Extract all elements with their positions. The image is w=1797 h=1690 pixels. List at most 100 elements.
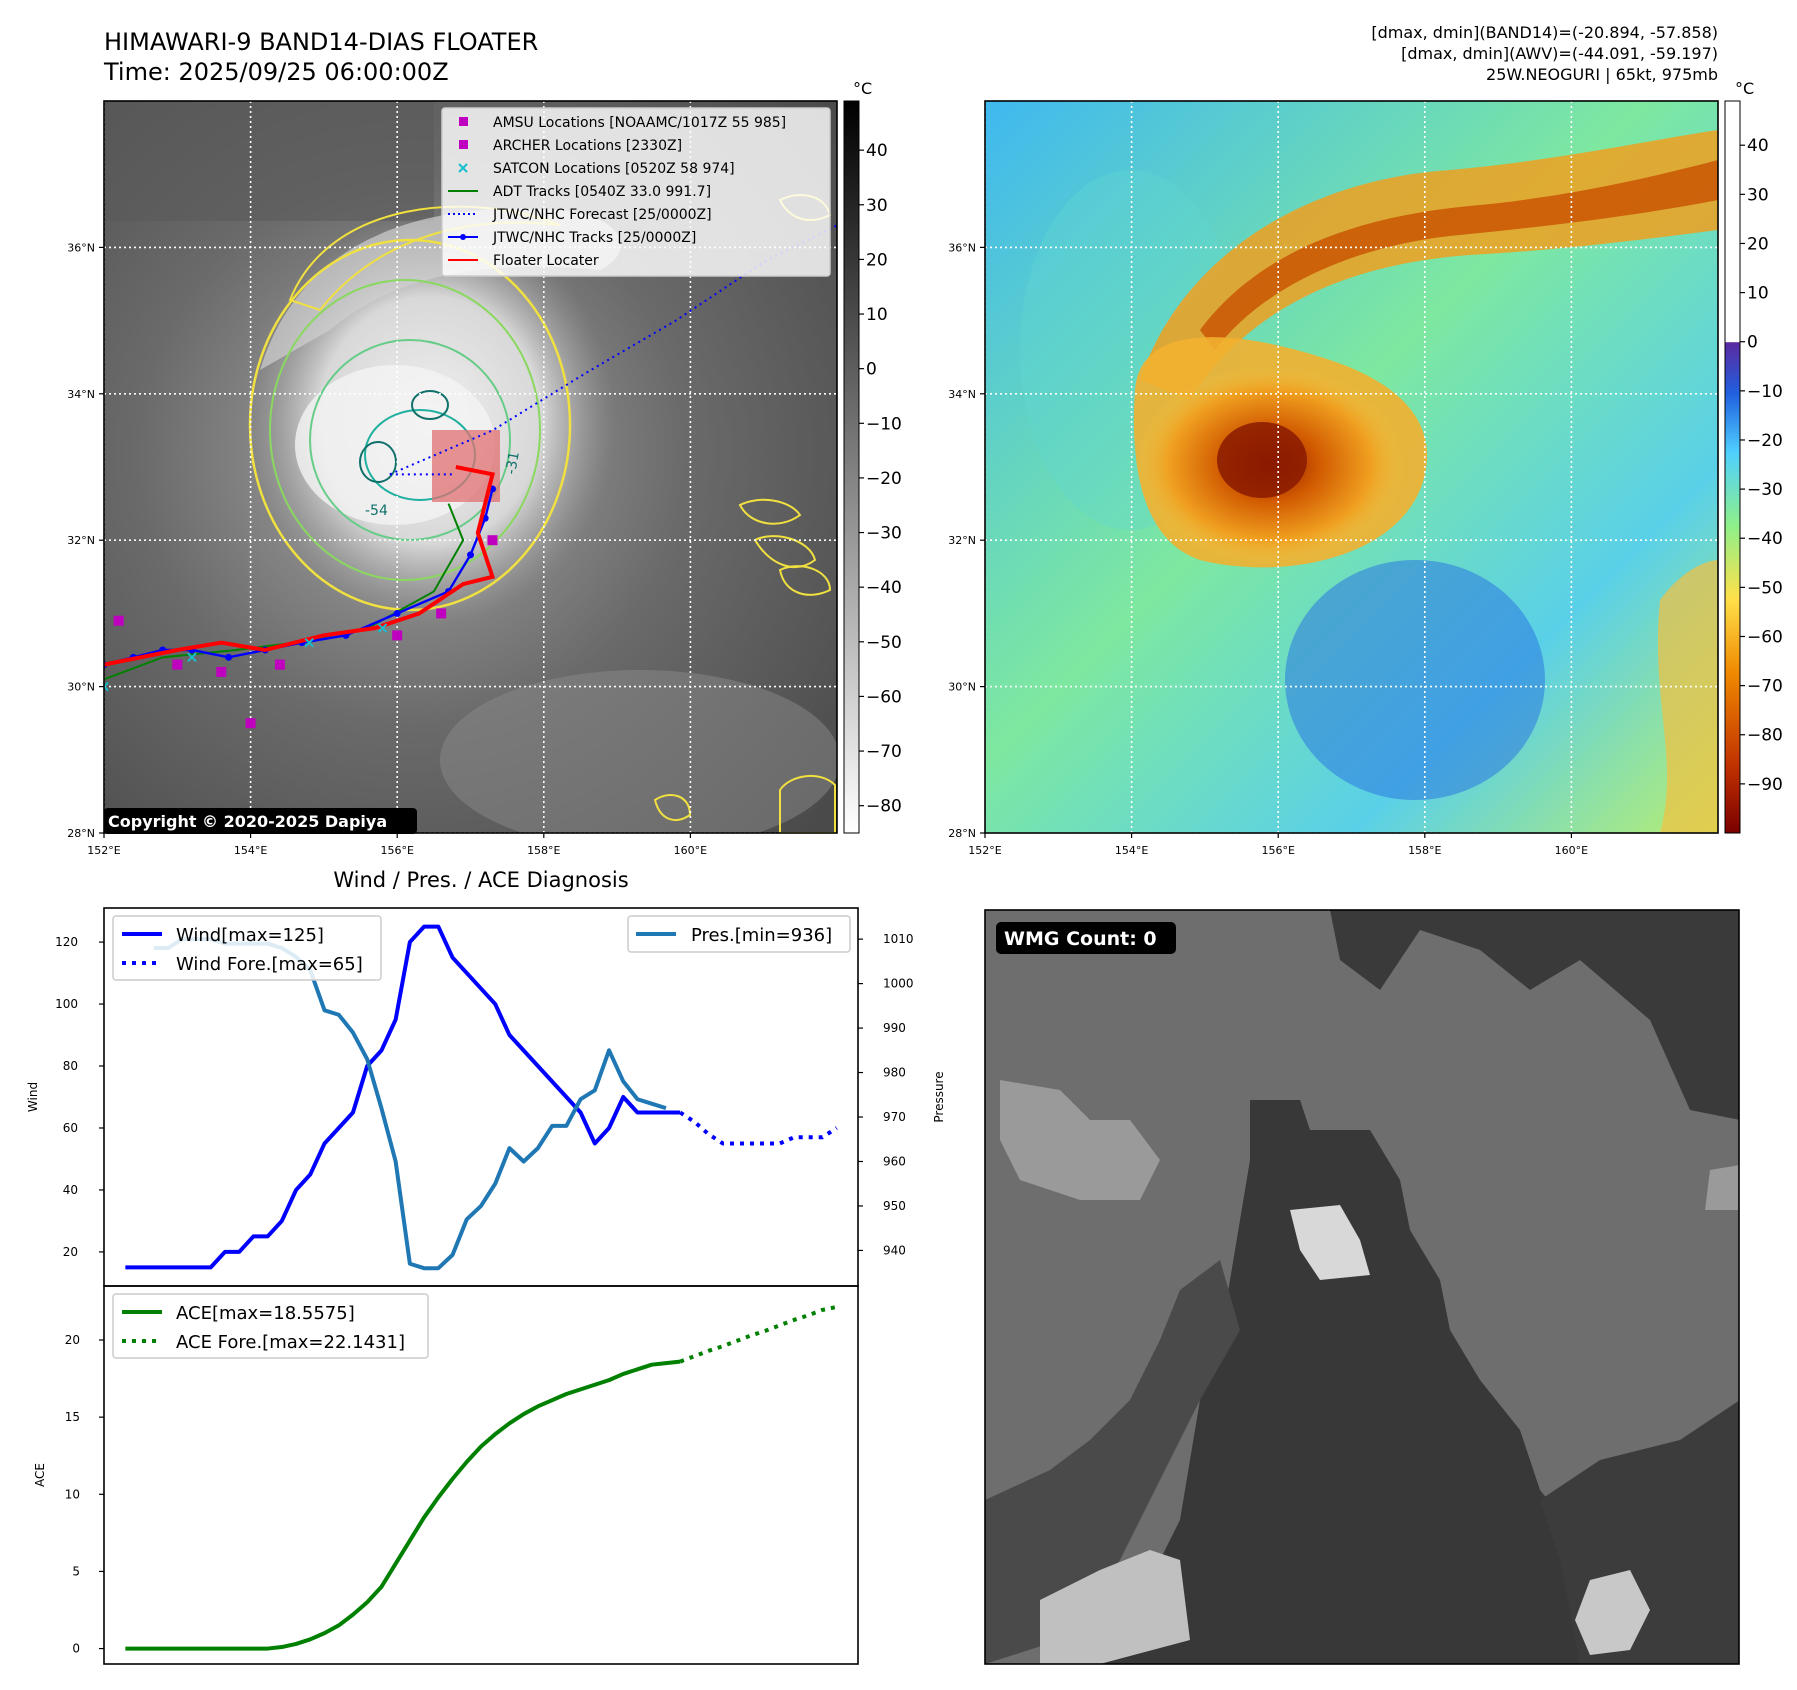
lon-tick-label: 152°E (968, 844, 1001, 857)
colorbar-tick-label: −70 (866, 742, 902, 762)
floater-track (104, 465, 496, 667)
ir-colorbar: °C 40 30 20 10 0 −10 −20 −30 −40 −50 −60 −70 −80 (843, 79, 902, 834)
copyright-text: Copyright © 2020-2025 Dapiya (108, 812, 387, 831)
lon-tick-label: 152°E (87, 844, 120, 857)
amsu-location-marker (487, 535, 498, 546)
colorbar-tick-label: −30 (1747, 480, 1783, 500)
colorbar-tick-label: 10 (1747, 284, 1769, 304)
colorbar-tick-label: −10 (866, 414, 902, 434)
colorbar-tick-label: 40 (866, 141, 888, 161)
pressure-axis-label: Pressure (932, 1071, 946, 1122)
satcon-location-marker (377, 623, 388, 633)
legend-wind-forecast-label: Wind Fore.[max=65] (176, 954, 363, 975)
ir-map-panel: -54 -31 28°N30°N32°N34°N36°N 152°E 154°E 1… (67, 79, 902, 857)
legend-entry: JTWC/NHC Tracks [25/0000Z] (448, 230, 696, 246)
lat-tick-label: 32°N (67, 534, 95, 547)
figure-time: Time: 2025/09/25 06:00:00Z (103, 58, 449, 86)
colorbar-tick-label: −60 (866, 687, 902, 707)
legend-entry: ARCHER Locations [2330Z] (459, 138, 682, 154)
ir-frame (103, 100, 838, 834)
colorbar-tick-label: −10 (1747, 382, 1783, 402)
satcon-location-marker (304, 637, 314, 648)
lon-tick-label: 160°E (674, 844, 707, 857)
ir-longitude-ticks: 152°E 154°E 156°E 158°E 160°E (87, 833, 707, 857)
wmg-imagery (985, 910, 1739, 1664)
amsu-location-marker (436, 608, 447, 619)
series-line-pres-min- (153, 937, 667, 1271)
copyright-badge: Copyright © 2020-2025 Dapiya (104, 808, 417, 834)
wind-tick-label: 80 (63, 1059, 78, 1073)
colorbar-tick-label: −90 (1747, 775, 1783, 795)
wv-frame (984, 100, 1719, 834)
lat-tick-label: 28°N (948, 827, 976, 840)
colorbar-tick-label: 20 (1747, 234, 1769, 254)
wind-tick-label: 120 (55, 935, 78, 949)
legend-entry: JTWC/NHC Forecast [25/0000Z] (448, 207, 712, 223)
pressure-tick-label: 990 (883, 1021, 906, 1035)
colorbar-tick-label: −50 (1747, 578, 1783, 598)
lat-tick-label: 36°N (948, 241, 976, 254)
colorbar-tick-label: −50 (866, 633, 902, 653)
legend-label: JTWC/NHC Tracks [25/0000Z] (492, 230, 696, 246)
colorbar-tick-label: −30 (866, 524, 902, 544)
colorbar-tick-label: −70 (1747, 677, 1783, 697)
satcon-location-marker (187, 652, 197, 663)
lon-tick-label: 160°E (1555, 844, 1588, 857)
legend-marker-square (459, 117, 468, 126)
wv-colorbar: °C 40 30 20 10 0 −10 −20 −30 −40 −50 −60 −70 −80 −90 (1724, 79, 1783, 834)
colorbar-tick-label: 30 (866, 196, 888, 216)
ace-tick-label: 0 (72, 1642, 80, 1656)
legend-label: SATCON Locations [0520Z 58 974] (493, 161, 735, 177)
lat-tick-label: 36°N (67, 241, 95, 254)
amsu-location-marker (216, 666, 227, 677)
ace-tick-label: 10 (65, 1487, 80, 1501)
pressure-tick-label: 940 (883, 1243, 906, 1257)
wind-pressure-chart: Wind Pressure 20 40 60 80 100 120 940 950 960 97… (26, 907, 946, 1287)
diagnosis-title: Wind / Pres. / ACE Diagnosis (333, 868, 628, 892)
wind-axis-label: Wind (26, 1082, 40, 1112)
legend-marker-x (458, 163, 468, 173)
series-line-wind-fore-max- (679, 1110, 838, 1146)
series-line-ace-fore-max- (679, 1304, 838, 1364)
pressure-tick-label: 980 (883, 1066, 906, 1080)
wind-legend: Wind[max=125] Wind Fore.[max=65] (112, 915, 382, 981)
wmg-count-label: WMG Count: 0 (1004, 928, 1157, 950)
colorbar-tick-label: −80 (1747, 726, 1783, 746)
series-line-wind-max- (125, 924, 681, 1270)
legend-pressure-label: Pres.[min=936] (691, 925, 832, 946)
wind-tick-label: 100 (55, 997, 78, 1011)
colorbar-tick-label: 20 (866, 250, 888, 270)
pressure-tick-label: 970 (883, 1110, 906, 1124)
legend-marker-square (459, 140, 468, 149)
colorbar-tick-label: −60 (1747, 627, 1783, 647)
legend-ace-label: ACE[max=18.5575] (176, 1303, 355, 1324)
legend-label: Floater Locater (493, 253, 599, 269)
ir-latitude-ticks: 28°N 30°N 32°N 34°N 36°N (67, 241, 104, 840)
ace-tick-label: 20 (65, 1333, 80, 1347)
colorbar-tick-label: 10 (866, 305, 888, 325)
jtwc-track-point (225, 653, 233, 661)
wv-longitude-ticks: 152°E 154°E 156°E 158°E 160°E (968, 833, 1588, 857)
colorbar-tick-label: −20 (866, 469, 902, 489)
lon-tick-label: 158°E (1408, 844, 1441, 857)
ace-chart: ACE 0 5 10 15 20 ACE[max=18.5575] ACE Fore.[… (33, 1285, 859, 1665)
pressure-legend: Pres.[min=936] (627, 915, 851, 953)
legend-entry: Floater Locater (448, 253, 599, 269)
jtwc-track-point (393, 609, 401, 617)
info-line-awv: [dmax, dmin](AWV)=(-44.091, -59.197) (1401, 44, 1718, 63)
wind-tick-label: 60 (63, 1121, 78, 1135)
wv-imagery (985, 101, 1718, 833)
ace-legend: ACE[max=18.5575] ACE Fore.[max=22.1431] (112, 1293, 429, 1359)
satcon-location-marker (104, 681, 109, 692)
pressure-tick-label: 1000 (883, 977, 914, 991)
colorbar-tick-label: −40 (866, 578, 902, 598)
lat-tick-label: 32°N (948, 534, 976, 547)
pressure-tick-label: 960 (883, 1154, 906, 1168)
colorbar-tick-label: 40 (1747, 136, 1769, 156)
legend-entry: SATCON Locations [0520Z 58 974] (458, 161, 735, 177)
lon-tick-label: 154°E (1115, 844, 1148, 857)
legend-label: JTWC/NHC Forecast [25/0000Z] (492, 207, 712, 223)
ace-axis-label: ACE (33, 1463, 47, 1487)
figure-title: HIMAWARI-9 BAND14-DIAS FLOATER (104, 28, 538, 56)
info-line-band14: [dmax, dmin](BAND14)=(-20.894, -57.858) (1371, 23, 1718, 42)
